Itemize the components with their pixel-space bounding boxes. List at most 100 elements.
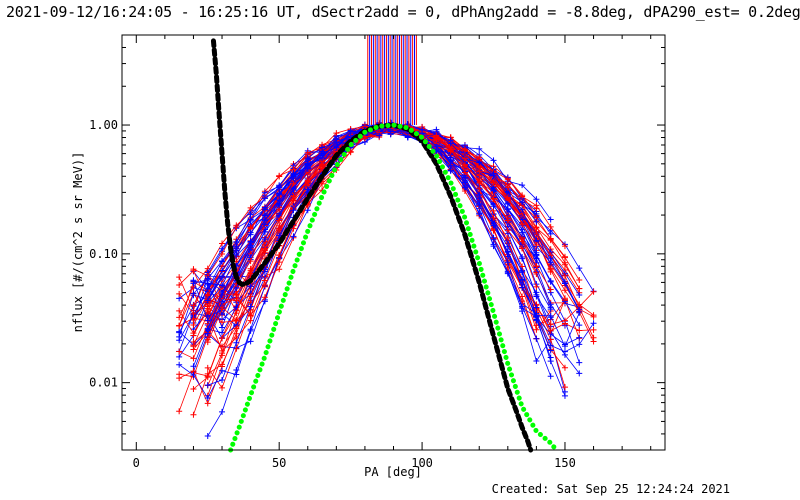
trace-marker [547,301,554,308]
trace-marker [190,372,197,379]
trace-marker [247,211,254,218]
trace-line [178,125,552,346]
trace-marker [204,275,211,282]
trace-marker [333,130,340,137]
trace-marker [176,307,183,314]
trace-marker [247,283,254,290]
trace-marker [533,251,540,258]
top-markers [367,35,417,125]
trace-marker [490,157,497,164]
trace-marker [247,327,254,334]
trace-marker [561,364,568,371]
trace-marker [547,373,554,380]
trace-marker [504,176,511,183]
trace-marker [204,394,211,401]
axes: 0 50 100 150 0.01 0.10 1.00 [89,34,665,470]
trace-marker [176,290,183,297]
trace-marker [204,433,211,440]
trace-marker [519,182,526,189]
trace-marker [561,392,568,399]
trace-marker [276,202,283,209]
trace-marker [176,361,183,368]
trace-marker [219,250,226,257]
trace-marker [504,270,511,277]
trace-line [178,123,537,341]
trace-marker [533,228,540,235]
trace-marker [204,374,211,381]
trace-marker [547,347,554,354]
trace-marker [576,277,583,284]
trace-marker [190,277,197,284]
trace-marker [376,132,383,139]
trace-marker [219,274,226,281]
trace-marker [190,310,197,317]
y-tick-label: 1.00 [89,118,118,132]
trace-marker [319,150,326,157]
series-line-black [210,38,534,453]
trace-marker [387,128,394,135]
trace-marker [576,341,583,348]
trace-marker [476,195,483,202]
created-timestamp: Created: Sat Sep 25 12:24:24 2021 [491,482,730,496]
trace-marker [233,251,240,258]
trace-marker [576,327,583,334]
trace-marker [219,319,226,326]
trace-marker [219,298,226,305]
trace-marker [276,190,283,197]
trace-marker [476,159,483,166]
trace-marker [461,161,468,168]
trace-marker [347,128,354,135]
trace-marker [204,317,211,324]
trace-marker [547,223,554,230]
trace-marker [476,145,483,152]
trace-marker [233,310,240,317]
trace-marker [204,339,211,346]
trace-marker [490,220,497,227]
x-axis-label: PA [deg] [364,465,422,479]
trace-marker [519,238,526,245]
trace-marker [433,137,440,144]
trace-marker [476,185,483,192]
trace-marker [533,196,540,203]
trace-marker [447,140,454,147]
trace-marker [176,281,183,288]
trace-marker [261,294,268,301]
trace-marker [533,283,540,290]
trace-marker [247,293,254,300]
trace-marker [219,324,226,331]
trace-marker [219,335,226,342]
trace-marker [533,304,540,311]
trace-marker [433,143,440,150]
x-tick-label: 50 [272,456,286,470]
trace-marker [276,252,283,259]
trace-marker [504,217,511,224]
trace-marker [319,180,326,187]
trace-marker [247,204,254,211]
trace-marker [176,274,183,281]
trace-marker [504,227,511,234]
trace-marker [190,355,197,362]
trace-marker [176,314,183,321]
trace-marker [519,253,526,260]
trace-marker [504,259,511,266]
series-line-green [228,122,559,453]
trace-marker [447,148,454,155]
trace-marker [276,172,283,179]
trace-marker [290,186,297,193]
trace-marker [290,180,297,187]
trace-marker [561,272,568,279]
trace-marker [290,174,297,181]
trace-marker [276,232,283,239]
trace-marker [247,229,254,236]
trace-marker [547,358,554,365]
trace-marker [276,259,283,266]
trace-marker [261,212,268,219]
trace-marker [276,266,283,273]
trace-marker [519,244,526,251]
trace-marker [204,382,211,389]
trace-marker [219,329,226,336]
trace-marker [219,306,226,313]
trace-marker [190,411,197,418]
trace-marker [204,364,211,371]
